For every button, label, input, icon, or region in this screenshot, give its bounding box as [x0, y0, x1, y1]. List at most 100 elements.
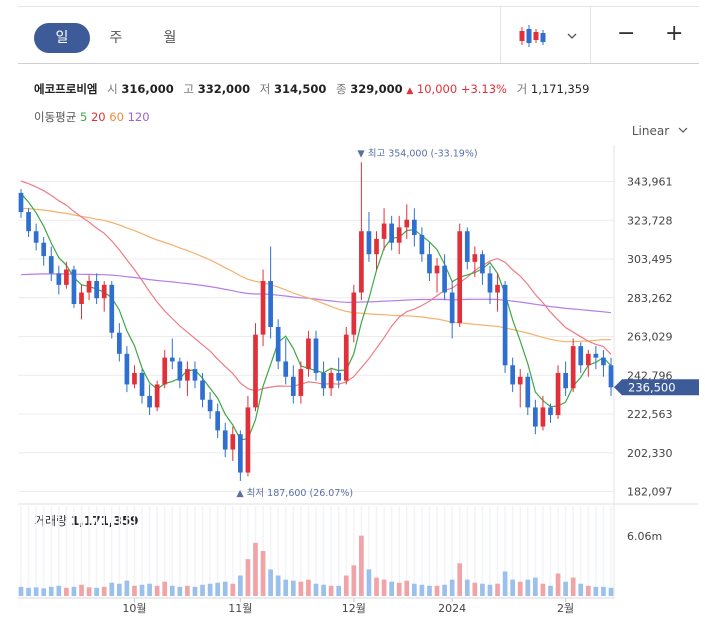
volume-bar [26, 587, 31, 596]
candle-body [570, 346, 576, 389]
candle-body [495, 284, 500, 293]
candle-body [109, 284, 115, 333]
candle-body [487, 273, 493, 293]
candle-body [449, 292, 455, 324]
chart-toolbar: 일 주 월 − + [18, 6, 699, 64]
candle-body [33, 231, 39, 243]
zoom-out-button[interactable]: − [617, 21, 636, 46]
candle-body [56, 273, 62, 285]
ma-60: 60 [109, 110, 124, 124]
volume-bar [510, 579, 516, 596]
volume-bar [328, 585, 334, 596]
candle-body [389, 223, 394, 243]
volume-bar [260, 550, 266, 596]
candle-body [79, 292, 84, 304]
candle-body [132, 372, 137, 385]
candle-body [548, 407, 553, 416]
candle-body [306, 338, 311, 370]
volume-bar [147, 583, 152, 596]
volume-bar [230, 583, 236, 596]
candle-body [162, 357, 168, 385]
volume-bar [502, 571, 508, 596]
candle-body [517, 376, 523, 385]
volume-bar [457, 563, 463, 596]
candle-body [457, 231, 463, 324]
volume-bar [487, 584, 493, 596]
volume-bar [389, 581, 394, 596]
candle-body [593, 353, 599, 358]
candle-body [169, 357, 175, 362]
candle-body [94, 281, 99, 299]
ma-5: 5 [79, 110, 88, 124]
volume-bar [578, 583, 584, 596]
y-tick-label: 303,495 [627, 253, 673, 266]
volume-bar [48, 586, 54, 596]
candle-body [222, 430, 228, 450]
ma120-line [20, 273, 612, 314]
candle-body [48, 256, 54, 274]
y-tick-label: 263,029 [627, 331, 673, 344]
candle-body [510, 365, 516, 385]
candle-body [230, 434, 236, 450]
max-price-annotation: ▼ 최고 354,000 (-33.19%) [357, 148, 477, 159]
candle-body [336, 372, 342, 381]
candle-body [41, 242, 47, 257]
volume-bar [449, 579, 455, 596]
candle-body [343, 334, 349, 381]
volume-bar [434, 585, 440, 596]
volume-bar [472, 582, 478, 596]
x-tick-label: 2024 [438, 602, 466, 615]
candle-body [207, 399, 213, 412]
ma-legend[interactable]: 이동평균 5 20 60 120 [34, 109, 150, 125]
volume-bar [548, 585, 553, 596]
volume-bar [154, 585, 160, 596]
volume-bar [480, 583, 485, 596]
x-tick-label: 10월 [122, 602, 146, 615]
chart-type-selector[interactable] [516, 21, 596, 51]
volume-bar [381, 579, 387, 596]
current-price-label: 236,500 [628, 380, 676, 394]
change-arrow-icon: ▲ [406, 86, 414, 96]
volume-bar [359, 535, 364, 596]
candle-body [374, 238, 379, 255]
change-percent: +3.13% [460, 82, 507, 96]
candle-body [328, 372, 334, 389]
volume-bar [540, 583, 546, 596]
volume-bar [177, 586, 183, 596]
candle-body [313, 338, 319, 373]
volume-bar [404, 580, 410, 596]
volume-bar [18, 586, 24, 596]
candle-body [139, 372, 145, 396]
candle-body [404, 219, 410, 228]
volume-bar [525, 579, 531, 596]
tab-weekly[interactable]: 주 [109, 30, 123, 46]
ma-label: 이동평균 [34, 110, 77, 124]
tab-daily[interactable]: 일 [34, 23, 90, 53]
y-tick-label: 222,563 [627, 408, 673, 421]
volume-bar [124, 580, 130, 596]
change-value: 10,000 [416, 82, 458, 96]
volume-bar [495, 583, 500, 596]
volume-bar [79, 584, 84, 596]
volume-bar [200, 584, 205, 596]
open-label: 시 [107, 82, 118, 96]
chevron-down-icon [567, 33, 577, 39]
volume-bar [222, 581, 228, 596]
volume-bar [139, 584, 145, 596]
stock-name: 에코프로비엠 [34, 82, 98, 96]
volume-bar [464, 579, 470, 596]
volume-axis-label: 6.06m [627, 530, 662, 543]
candle-body [321, 372, 326, 389]
close-label: 종 [336, 82, 347, 96]
candle-body [124, 353, 130, 385]
scale-type-selector[interactable]: Linear [632, 124, 689, 138]
volume-bar [411, 583, 417, 596]
candle-body [298, 369, 304, 396]
zoom-in-button[interactable]: + [665, 21, 684, 46]
candle-body [290, 376, 296, 396]
volume-bar [56, 585, 62, 596]
candle-body [381, 223, 387, 239]
volume-bar [283, 579, 289, 596]
tab-monthly[interactable]: 월 [163, 30, 177, 46]
